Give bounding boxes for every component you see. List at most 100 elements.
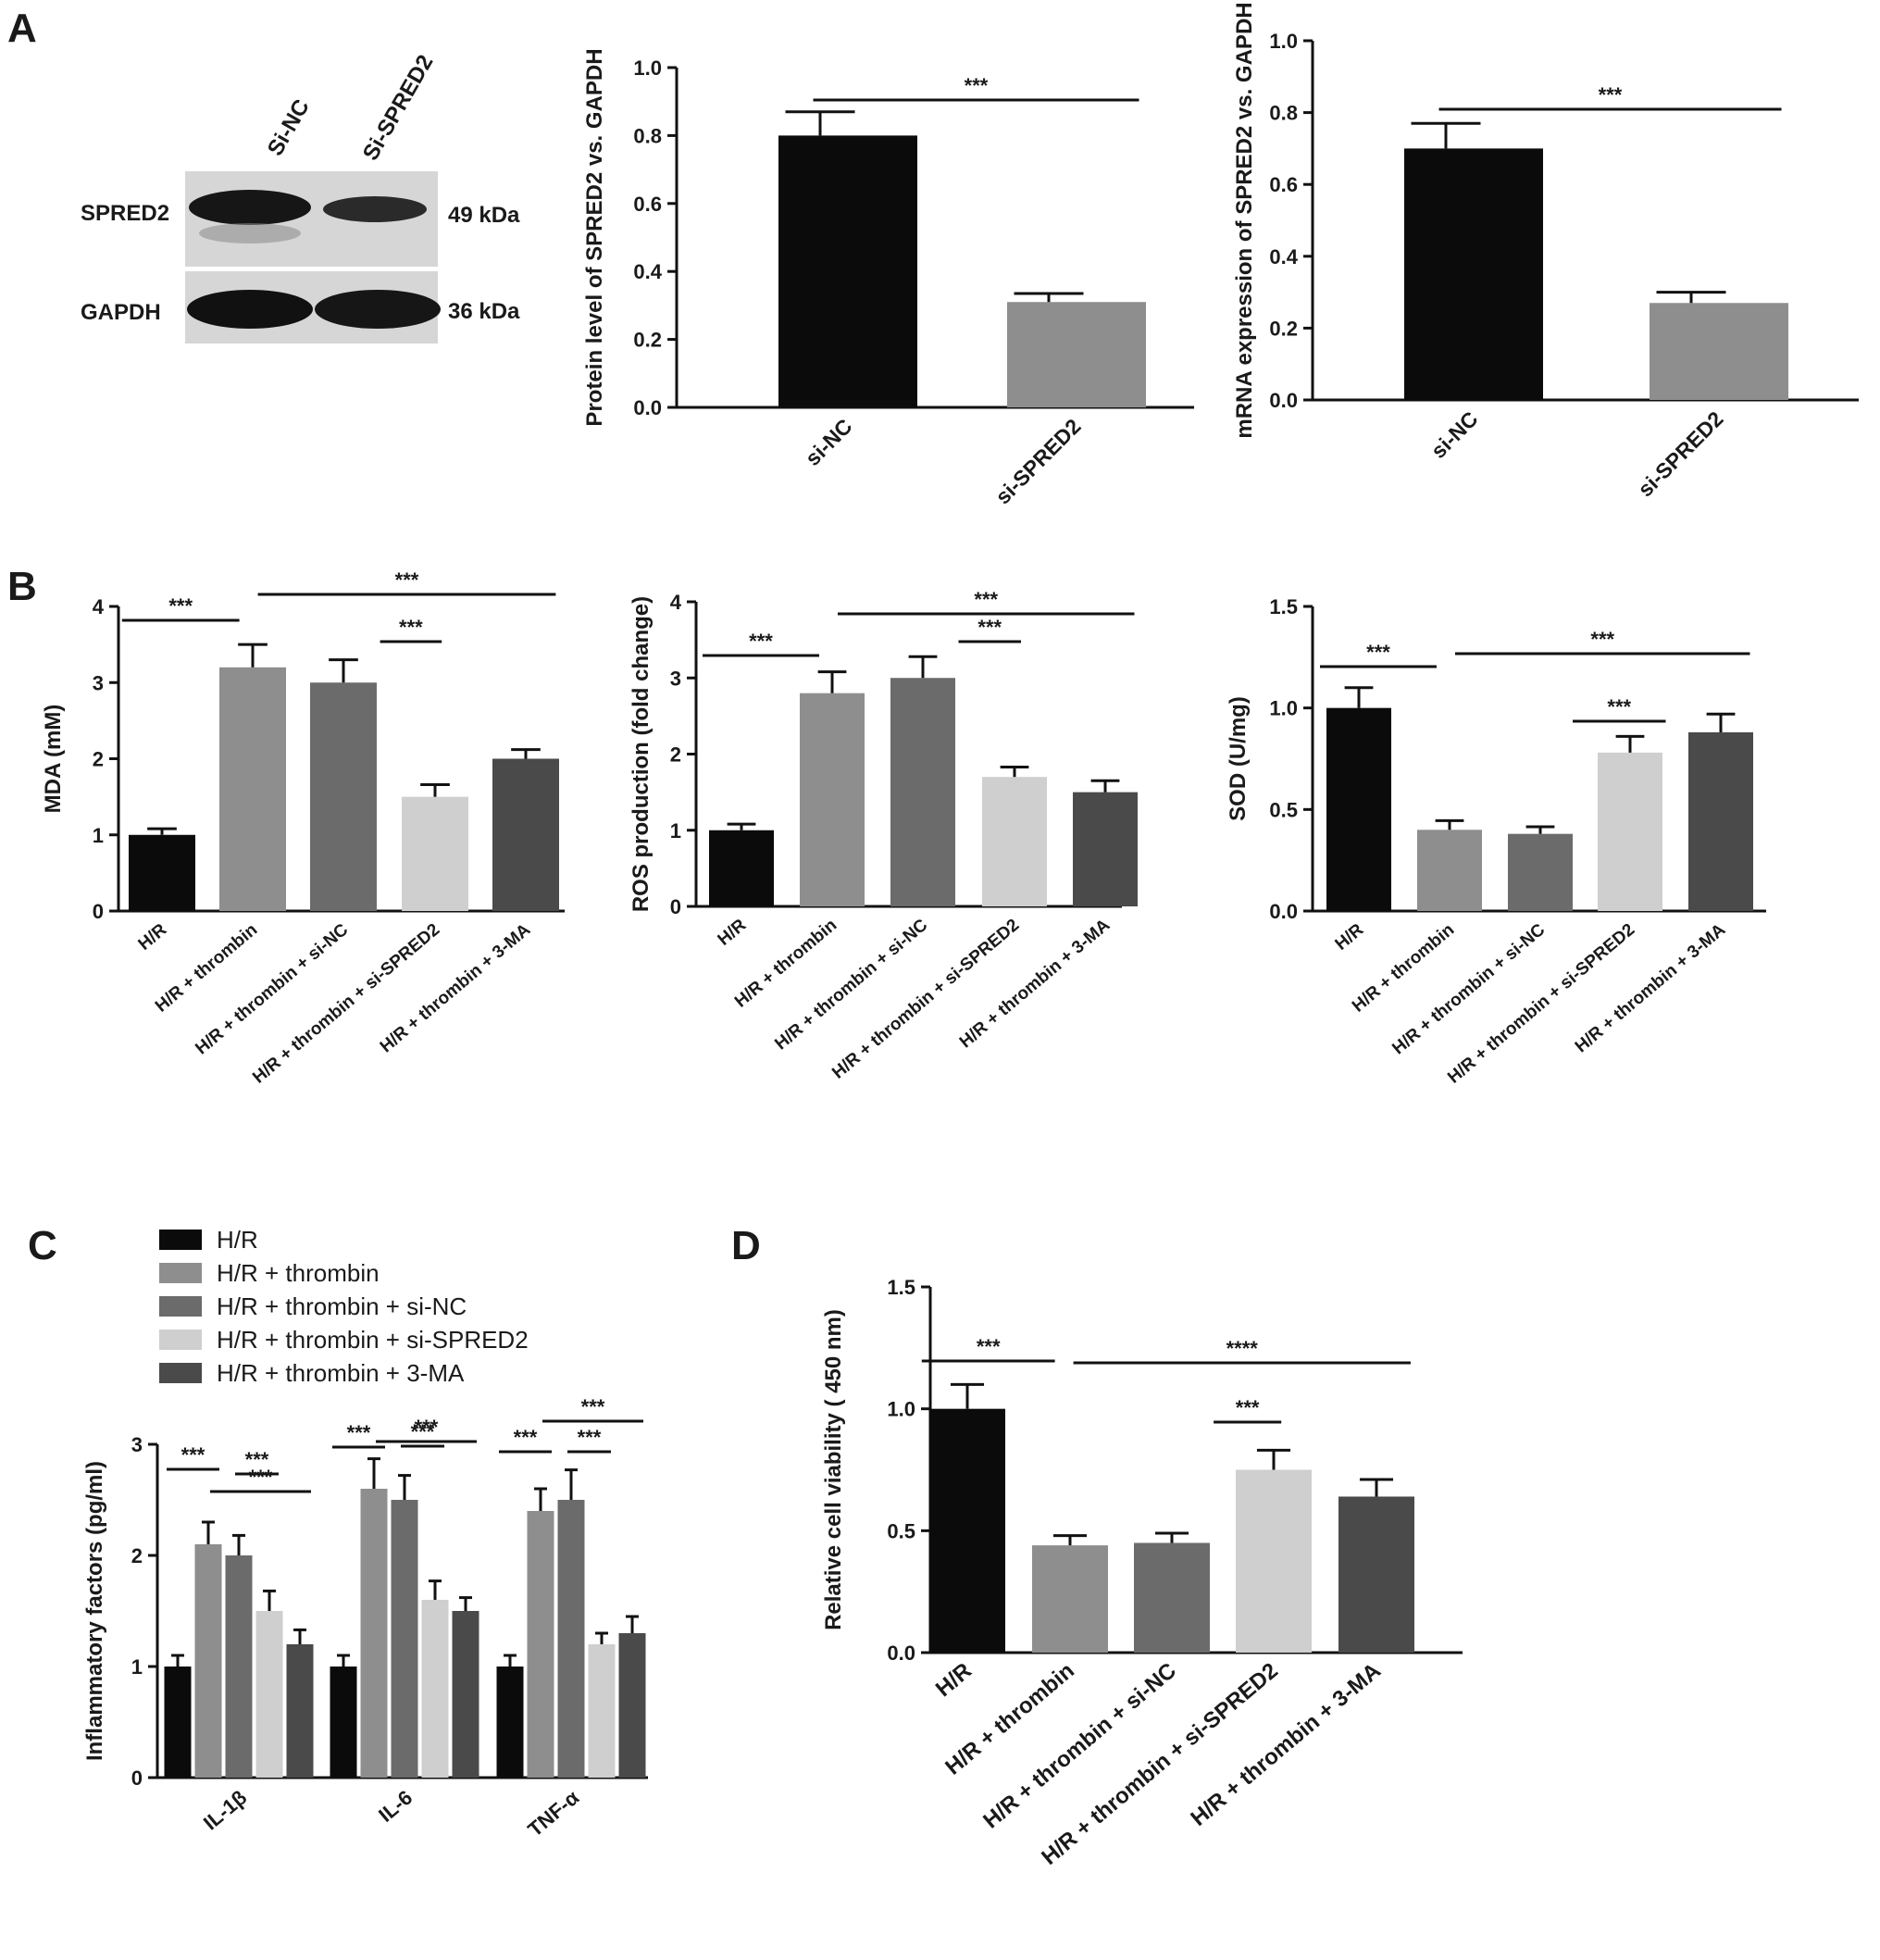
chart-b2-y-tick-label: 3 [670,667,681,690]
chart-a3-y-tick-label: 0.4 [1269,245,1298,268]
chart-a3-bar [1650,303,1788,400]
chart-b3-category-label: H/R + thrombin + si-NC [1388,920,1549,1059]
chart-c-bar [452,1611,479,1778]
chart-c-legend-label: H/R + thrombin + si-SPRED2 [217,1326,529,1354]
chart-b3-y-tick-label: 1.5 [1269,595,1298,618]
panel-letter-c: C [28,1223,57,1268]
panel-letter-b: B [7,564,37,609]
chart-c-significance-label: *** [514,1426,538,1449]
chart-d-y-tick-label: 0.0 [887,1642,915,1665]
chart-d-y-tick-label: 0.5 [887,1519,915,1542]
chart-b1-category-label: H/R + thrombin + 3-MA [377,920,535,1057]
blot-band-spred2-lane2 [323,196,427,222]
chart-a2-y-tick-label: 0.8 [633,124,662,147]
chart-c-legend-swatch [159,1230,202,1250]
chart-b3-y-tick-label: 0.0 [1269,900,1298,923]
chart-c-significance-label: *** [415,1416,439,1439]
chart-b2-y-tick-label: 1 [670,819,681,843]
chart-b2-y-tick-label: 4 [670,591,682,614]
chart-c-bar [527,1511,554,1778]
chart-b3-category-label: H/R + thrombin + si-SPRED2 [1444,920,1638,1088]
blot-lane-label-1: Si-NC [263,95,315,160]
chart-d-bar [1134,1542,1210,1653]
blot-size-label-36: 36 kDa [448,299,520,324]
chart-b1-bar [402,796,468,911]
chart-d-bar [1338,1496,1414,1653]
chart-b2-significance-label: *** [977,616,1002,639]
chart-c-category-label: IL-1β [199,1786,251,1835]
panel-letter-a: A [7,6,37,51]
chart-b3-bar [1417,830,1482,911]
chart-c-bar [255,1611,283,1778]
chart-c-legend-label: H/R [217,1226,258,1254]
chart-c-significance-label: *** [249,1466,273,1489]
chart-c-bar [330,1667,357,1778]
chart-a2-y-tick-label: 0.0 [633,396,662,419]
chart-a3-significance-label: *** [1599,83,1623,106]
blot-protein-label-spred2: SPRED2 [81,201,169,226]
chart-c-legend-label: H/R + thrombin + 3-MA [217,1359,465,1387]
chart-b1-category-label: H/R + thrombin + si-NC [192,920,352,1059]
chart-b2-category-label: H/R + thrombin + si-NC [771,916,931,1055]
chart-b3-bar [1326,707,1391,911]
chart-c-bar [360,1489,388,1778]
chart-a3-category-label: si-SPRED2 [1633,406,1727,501]
chart-c-significance-label: *** [578,1426,602,1449]
chart-b3-y-axis-label: SOD (U/mg) [1226,696,1251,821]
chart-b2-y-tick-label: 2 [670,743,681,767]
chart-b1-y-tick-label: 3 [93,671,104,694]
chart-c-y-tick-label: 3 [131,1433,143,1456]
chart-b3-significance-label: *** [1607,695,1631,718]
chart-b3-significance-label: *** [1366,641,1390,664]
chart-d-y-axis-label: Relative cell viability ( 450 nm) [821,1309,846,1630]
chart-c-bar [496,1667,524,1778]
chart-b3-bar [1508,833,1573,911]
chart-d-significance-label: *** [977,1335,1001,1358]
chart-b1-y-tick-label: 4 [93,595,105,618]
chart-c-bar [194,1544,222,1778]
chart-a3-bar [1404,148,1543,400]
chart-b2-y-tick-label: 0 [670,895,681,918]
chart-a2-y-tick-label: 1.0 [633,56,662,80]
chart-b3-bar [1688,731,1753,911]
chart-c-legend-swatch [159,1363,202,1383]
chart-c-bar [164,1667,192,1778]
chart-b1-y-tick-label: 2 [93,748,104,771]
chart-c-category-label: TNF-α [523,1785,583,1841]
chart-a2-category-label: si-SPRED2 [990,414,1085,508]
chart-b3-category-label: H/R + thrombin + 3-MA [1572,920,1730,1057]
chart-b1-y-tick-label: 1 [93,824,104,847]
chart-c-legend-swatch [159,1296,202,1317]
chart-a2-category-label: si-NC [801,414,857,470]
chart-b1-bar [492,758,559,911]
chart-d-category-label: H/R [931,1658,977,1702]
chart-a2-y-tick-label: 0.6 [633,193,662,216]
chart-c-category-label: IL-6 [374,1786,417,1827]
chart-a2-bar [778,135,917,407]
chart-b3-y-tick-label: 0.5 [1269,798,1298,821]
chart-b1-bar [310,682,377,911]
chart-a2-bar [1007,302,1146,407]
chart-a3-y-tick-label: 0.0 [1269,389,1298,412]
chart-a3-y-tick-label: 0.2 [1269,317,1298,340]
chart-a2-significance-label: *** [965,74,989,97]
chart-b1-significance-label: *** [399,616,423,639]
chart-c-significance-label: *** [245,1448,269,1471]
chart-b2-bar [709,830,774,906]
chart-b3-bar [1598,752,1662,911]
blot-lane-label-2: Si-SPRED2 [358,51,439,165]
chart-b3-y-tick-label: 1.0 [1269,697,1298,720]
chart-c-legend-swatch [159,1330,202,1350]
panel-letter-d: D [731,1223,761,1268]
chart-a3-category-label: si-NC [1426,406,1483,463]
chart-b2-bar [1073,792,1138,906]
chart-b3-significance-label: *** [1590,628,1614,651]
blot-band-gapdh-lane2 [315,290,441,329]
chart-b2-significance-label: *** [974,588,998,611]
chart-a2-y-tick-label: 0.4 [633,260,662,283]
chart-d-category-label: H/R + thrombin + si-NC [978,1658,1181,1834]
chart-b1-y-tick-label: 0 [93,900,104,923]
western-blot: Si-NC Si-SPRED2 SPRED2 GAPDH 49 kDa 36 k… [81,51,520,343]
chart-c-y-tick-label: 2 [131,1544,143,1567]
chart-d-significance-label: *** [1236,1396,1260,1419]
